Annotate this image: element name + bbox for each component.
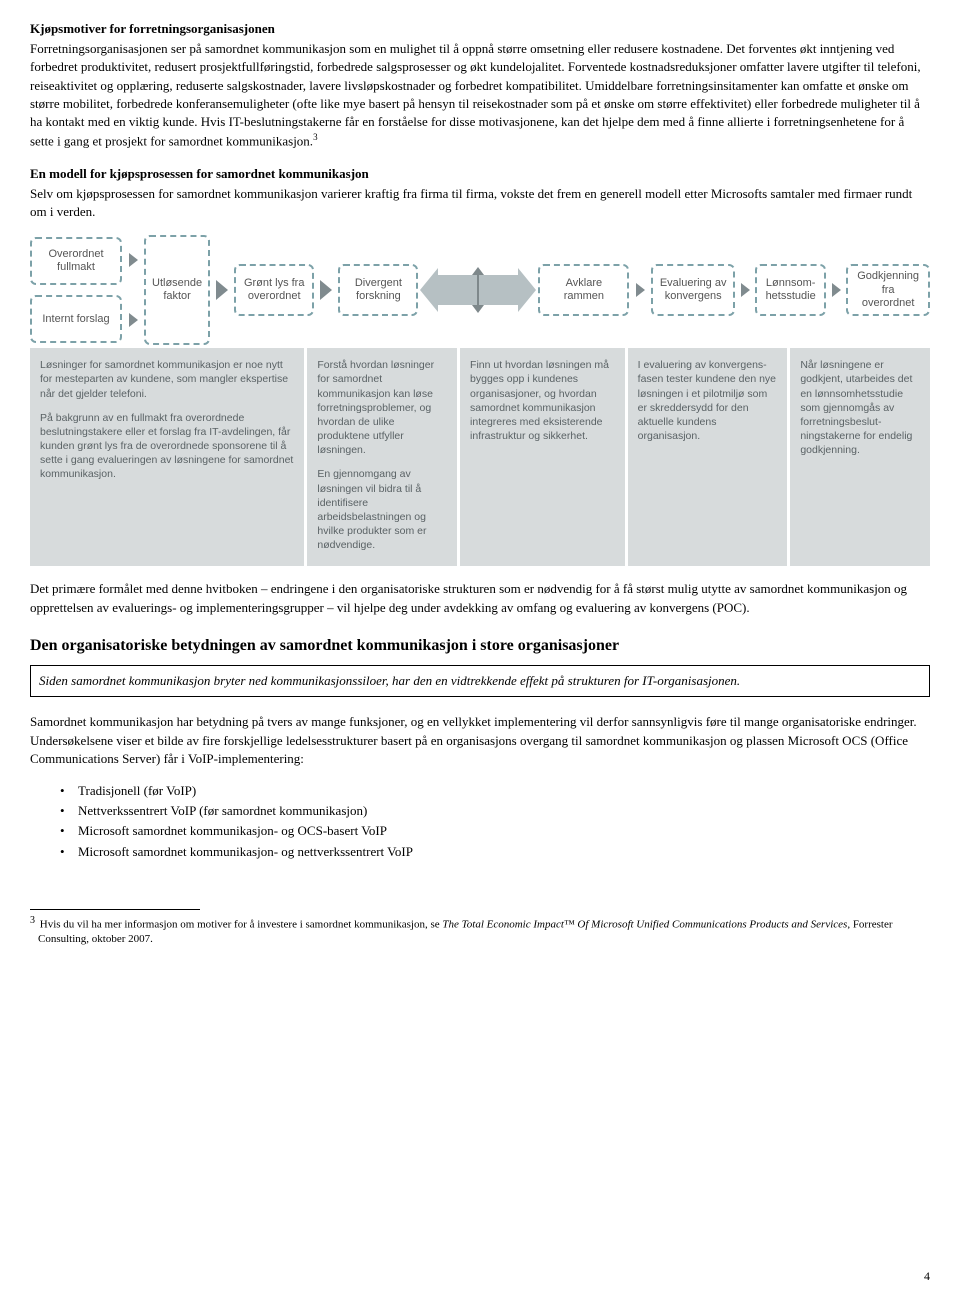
arrow-icon (129, 313, 138, 327)
section2-body: Selv om kjøpsprosessen for samordnet kom… (30, 185, 930, 221)
desc-panel-4: I evaluering av konvergens-fasen tester … (628, 348, 788, 566)
stage-gront-lys: Grønt lys fra overordnet (234, 264, 314, 316)
arrow-icon (832, 283, 841, 297)
footnote-separator (30, 909, 200, 910)
section2-heading: En modell for kjøpsprosessen for samordn… (30, 165, 930, 183)
arrow-icon (320, 280, 332, 300)
after-diagram-text: Det primære formålet med denne hvitboken… (30, 580, 930, 616)
list-item: Microsoft samordnet kommunikasjon- og ne… (60, 843, 930, 861)
page-number: 4 (924, 1268, 930, 1285)
footnote-italic: The Total Economic Impact™ Of Microsoft … (442, 918, 847, 930)
section1-body-text: Forretningsorganisasjonen ser på samordn… (30, 41, 921, 148)
arrow-icon (216, 280, 228, 300)
desc-panel-5: Når løsningene er godkjent, utarbeides d… (790, 348, 930, 566)
diagram-desc-row: Løsninger for samordnet kommunikasjon er… (30, 348, 930, 566)
arrow-icon (636, 283, 645, 297)
desc-text: Løsninger for samordnet kommunikasjon er… (40, 358, 294, 401)
arrow-icon (741, 283, 750, 297)
stage-godkjenning: Godkjenning fra overordnet (846, 264, 930, 316)
desc-text: Finn ut hvordan løsningen må bygges opp … (470, 358, 615, 443)
list-item: Tradisjonell (før VoIP) (60, 782, 930, 800)
section3-body: Samordnet kommunikasjon har betydning på… (30, 713, 930, 768)
section3-heading: Den organisatoriske betydningen av samor… (30, 635, 930, 657)
bidirectional-arrow (420, 268, 536, 312)
arrow-icon (129, 253, 138, 267)
desc-text: På bakgrunn av en fullmakt fra overordne… (40, 411, 294, 482)
section1-heading: Kjøpsmotiver for forretningsorganisasjon… (30, 20, 930, 38)
footnote-number: 3 (30, 915, 35, 926)
desc-panel-3: Finn ut hvordan løsningen må bygges opp … (460, 348, 625, 566)
desc-panel-1: Løsninger for samordnet kommunikasjon er… (30, 348, 304, 566)
stage-lonnsomhetsstudie: Lønnsom-hetsstudie (755, 264, 826, 316)
section1-sup: 3 (313, 132, 318, 142)
stage-utlosende-faktor: Utløsende faktor (144, 235, 210, 345)
desc-panel-2: Forstå hvordan løsninger for samordnet k… (307, 348, 457, 566)
callout-box: Siden samordnet kommunikasjon bryter ned… (30, 665, 930, 697)
stage-internt-forslag: Internt forslag (30, 295, 122, 343)
footnote-text-before: Hvis du vil ha mer informasjon om motive… (37, 918, 442, 930)
diagram-stages-row: Overordnet fullmakt Internt forslag Utlø… (30, 235, 930, 345)
desc-text: Forstå hvordan løsninger for samordnet k… (317, 358, 447, 457)
list-item: Microsoft samordnet kommunikasjon- og OC… (60, 822, 930, 840)
process-diagram: Overordnet fullmakt Internt forslag Utlø… (30, 235, 930, 566)
bullet-list: Tradisjonell (før VoIP) Nettverkssentrer… (30, 782, 930, 861)
list-item: Nettverkssentrert VoIP (før samordnet ko… (60, 802, 930, 820)
section1-body: Forretningsorganisasjonen ser på samordn… (30, 40, 930, 150)
stage-avklare-rammen: Avklare rammen (538, 264, 629, 316)
stage-overordnet-fullmakt: Overordnet fullmakt (30, 237, 122, 285)
stage-evaluering-konvergens: Evaluering av konvergens (651, 264, 735, 316)
stage-divergent-forskning: Divergent forskning (338, 264, 418, 316)
desc-text: Når løsningene er godkjent, utarbeides d… (800, 358, 920, 457)
footnote: 3 Hvis du vil ha mer informasjon om moti… (30, 914, 930, 947)
desc-text: En gjennomgang av løsningen vil bidra ti… (317, 467, 447, 552)
desc-text: I evaluering av konvergens-fasen tester … (638, 358, 778, 443)
